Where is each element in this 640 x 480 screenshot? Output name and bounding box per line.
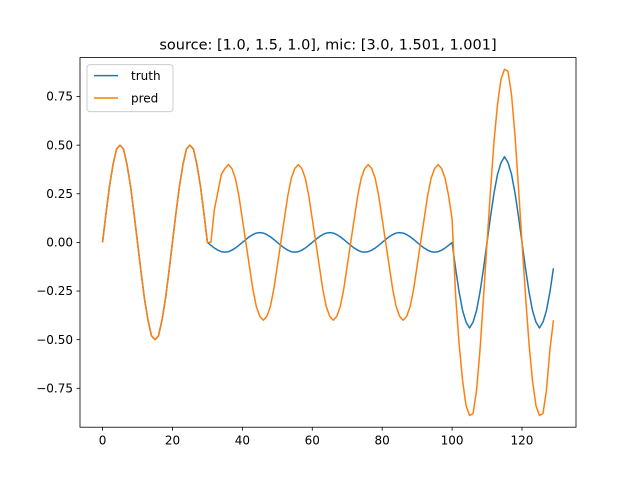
x-tick-label: 60 (305, 434, 320, 448)
y-tick-label: 0.50 (46, 138, 73, 152)
y-tick-label: 0.75 (46, 90, 73, 104)
plot-area (80, 57, 576, 428)
y-tick-label: −0.75 (36, 381, 73, 395)
series-layer (101, 68, 555, 417)
x-tick-label: 100 (441, 434, 464, 448)
y-tick-label: −0.25 (36, 284, 73, 298)
x-tick-label: 40 (235, 434, 250, 448)
legend-label-truth: truth (131, 69, 161, 83)
chart-title: source: [1.0, 1.5, 1.0], mic: [3.0, 1.50… (159, 38, 496, 54)
y-tick-label: 0.00 (46, 236, 73, 250)
x-tick-label: 120 (511, 434, 534, 448)
x-tick-label: 80 (375, 434, 390, 448)
series-line-pred (101, 68, 555, 417)
y-tick-label: −0.50 (36, 333, 73, 347)
y-tick-label: 0.25 (46, 187, 73, 201)
axes-layer: 0 20 40 60 80 100 120 −0.75 −0.50 −0.25 0.00 0.25 0.… (36, 57, 577, 448)
x-tick-label: 0 (99, 434, 107, 448)
legend: truth pred (86, 64, 174, 113)
x-tick-label: 20 (165, 434, 180, 448)
legend-label-pred: pred (131, 91, 158, 105)
